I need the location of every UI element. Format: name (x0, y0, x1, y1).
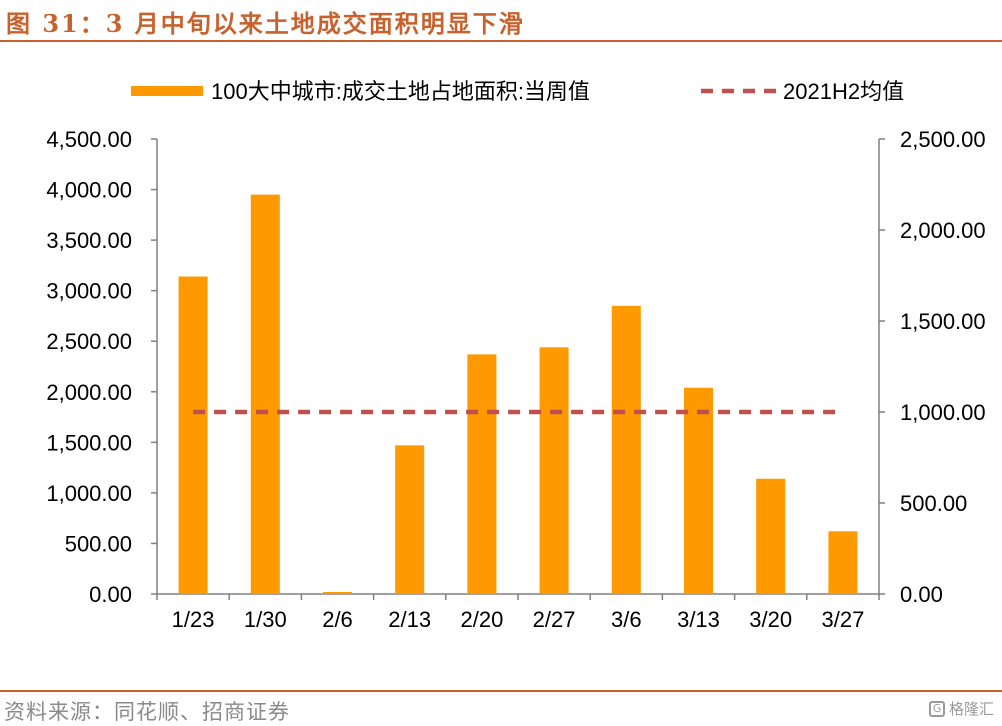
bar-3/13 (684, 387, 713, 594)
x-tick-label: 1/30 (244, 607, 287, 632)
x-tick-label: 3/13 (677, 607, 720, 632)
left-tick-label: 2,000.00 (46, 380, 132, 405)
bar-2/13 (395, 445, 425, 594)
watermark: G 格隆汇 (928, 698, 994, 719)
x-tick-label: 2/6 (322, 607, 353, 632)
left-tick-label: 4,000.00 (46, 178, 132, 203)
bar-1/30 (250, 194, 280, 594)
axes: 0.00 500.00 1,000.00 1,500.00 2,000.00 2,500.… (46, 127, 985, 632)
bar-2/20 (467, 354, 497, 594)
watermark-text: 格隆汇 (948, 700, 994, 718)
bar-3/6 (611, 305, 641, 594)
bar-2/6 (323, 591, 352, 594)
legend: 100大中城市:成交土地占地面积:当周值 2021H2均值 (131, 79, 904, 104)
source-note: 资料来源：同花顺、招商证券 (4, 700, 290, 724)
right-tick-label: 2,000.00 (900, 218, 986, 243)
right-tick-label: 1,500.00 (900, 309, 986, 334)
x-tick-label: 3/6 (611, 607, 642, 632)
left-tick-label: 3,000.00 (46, 279, 132, 304)
right-tick-label: 500.00 (900, 491, 967, 516)
bar-1/23 (178, 276, 208, 594)
legend-bar-swatch (131, 86, 203, 96)
left-tick-label: 4,500.00 (46, 127, 132, 152)
footer-divider (0, 690, 1002, 692)
x-tick-label: 2/13 (388, 607, 431, 632)
figure-title: 图 31：3 月中旬以来土地成交面积明显下滑 (6, 9, 525, 38)
left-tick-label: 1,500.00 (46, 430, 132, 455)
x-tick-label: 1/23 (172, 607, 215, 632)
legend-line-label: 2021H2均值 (783, 79, 904, 104)
legend-bar-label: 100大中城市:成交土地占地面积:当周值 (211, 79, 590, 104)
left-tick-label: 500.00 (65, 531, 132, 556)
title-divider (0, 40, 1002, 42)
left-tick-label: 0.00 (89, 582, 132, 607)
bar-3/20 (756, 478, 786, 594)
left-tick-label: 3,500.00 (46, 228, 132, 253)
bar-2/27 (539, 347, 569, 594)
left-tick-label: 1,000.00 (46, 481, 132, 506)
gelonghui-logo-icon: G (928, 700, 945, 717)
right-tick-label: 0.00 (900, 582, 943, 607)
bar-3/27 (828, 531, 858, 594)
x-tick-label: 2/27 (533, 607, 576, 632)
x-tick-label: 2/20 (460, 607, 503, 632)
chart: 100大中城市:成交土地占地面积:当周值 2021H2均值 0.00 500.00… (46, 79, 985, 632)
x-tick-label: 3/27 (821, 607, 864, 632)
left-tick-label: 2,500.00 (46, 329, 132, 354)
bars (178, 194, 858, 594)
header: 图 31：3 月中旬以来土地成交面积明显下滑 (0, 0, 1002, 40)
right-tick-label: 2,500.00 (900, 127, 986, 152)
right-tick-label: 1,000.00 (900, 400, 986, 425)
x-tick-label: 3/20 (749, 607, 792, 632)
